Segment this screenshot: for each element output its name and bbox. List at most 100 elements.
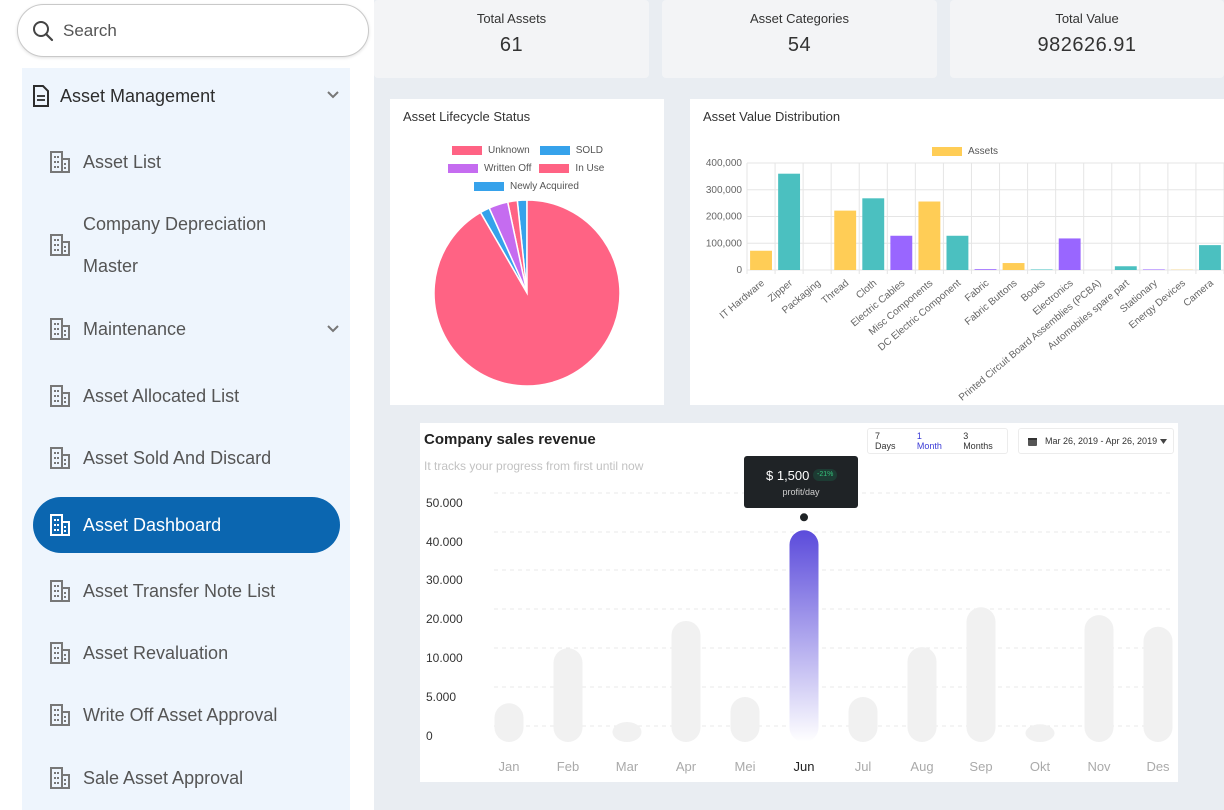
sidebar-item-write-off-asset-approval[interactable]: Write Off Asset Approval — [22, 694, 350, 736]
caret-down-icon — [1160, 438, 1167, 444]
sales-subtitle: It tracks your progress from first until… — [424, 459, 644, 473]
tooltip-price: $ 1,500 — [766, 468, 810, 483]
legend-swatch — [448, 164, 478, 173]
sidebar-item-asset-allocated-list[interactable]: Asset Allocated List — [22, 375, 350, 417]
bar[interactable] — [750, 250, 772, 270]
chevron-down-icon — [327, 325, 339, 333]
panel-company-sales-revenue: Company sales revenue It tracks your pro… — [420, 423, 1178, 782]
x-tick-label: Jan — [499, 759, 520, 774]
panel-asset-lifecycle-status: Asset Lifecycle Status Unknown SOLD Writ… — [390, 99, 664, 405]
legend-label-newly-acquired[interactable]: Newly Acquired — [510, 181, 579, 192]
pie-legend-row-3: Newly Acquired — [474, 181, 579, 192]
document-icon — [33, 85, 49, 107]
bar[interactable] — [946, 235, 969, 270]
date-range-text: Mar 26, 2019 - Apr 26, 2019 — [1045, 436, 1158, 446]
x-tick-label: Camera — [1182, 278, 1217, 310]
range-1-month[interactable]: 1 Month — [916, 431, 942, 451]
chart-tooltip: $ 1,500 -21% profit/day — [744, 456, 858, 508]
stat-card-total-value: Total Value 982626.91 — [950, 0, 1224, 78]
x-tick-label: Des — [1146, 759, 1170, 774]
bar[interactable] — [1143, 626, 1173, 742]
building-icon — [50, 580, 70, 602]
bar[interactable] — [1058, 238, 1081, 270]
search-icon — [33, 20, 54, 41]
marker-dot — [798, 511, 810, 524]
range-3-months[interactable]: 3 Months — [963, 431, 993, 451]
x-tick-label: Nov — [1087, 759, 1111, 774]
bar[interactable] — [966, 607, 996, 742]
x-tick-label: Apr — [676, 759, 697, 774]
sidebar-item-label: Write Off Asset Approval — [83, 705, 278, 725]
date-range-picker[interactable]: Mar 26, 2019 - Apr 26, 2019 — [1018, 428, 1174, 454]
bar[interactable] — [1025, 724, 1055, 742]
bar[interactable] — [553, 648, 583, 742]
building-icon — [50, 642, 70, 664]
bar[interactable] — [730, 697, 760, 742]
sidebar-item-maintenance[interactable]: Maintenance — [22, 308, 350, 350]
sidebar-item-label: Asset Dashboard — [83, 515, 222, 535]
stat-value: 54 — [787, 34, 812, 56]
sidebar-item-company-depreciation-master[interactable]: Company Depreciation Master — [22, 203, 350, 287]
y-tick-label: 0 — [736, 265, 742, 276]
sidebar-item-asset-dashboard[interactable]: Asset Dashboard — [33, 497, 340, 553]
x-tick-label: Sep — [969, 759, 992, 774]
bar[interactable] — [834, 210, 857, 270]
pie-slice[interactable] — [433, 199, 621, 387]
sidebar-item-asset-transfer-note-list[interactable]: Asset Transfer Note List — [22, 570, 350, 612]
legend-label-written-off[interactable]: Written Off — [484, 163, 532, 174]
stat-title: Total Assets — [476, 11, 547, 26]
panel-title: Asset Lifecycle Status — [403, 109, 531, 124]
sidebar-item-label-line2: Master — [83, 256, 139, 276]
sidebar-item-label: Company Depreciation — [83, 214, 267, 234]
sidebar-item-label: Asset Sold And Discard — [83, 448, 272, 468]
building-icon — [50, 514, 70, 536]
legend-label-assets[interactable]: Assets — [968, 146, 999, 157]
sidebar-item-asset-list[interactable]: Asset List — [22, 141, 350, 183]
calendar-icon — [1028, 437, 1037, 446]
stat-value: 61 — [499, 34, 524, 56]
pie-chart — [433, 199, 621, 387]
bar[interactable] — [612, 721, 642, 742]
building-icon — [50, 151, 70, 173]
bar[interactable] — [778, 173, 801, 270]
range-7-days[interactable]: 7 Days — [875, 431, 896, 451]
legend-swatch — [474, 182, 504, 191]
bar[interactable] — [1030, 269, 1053, 270]
bar[interactable] — [890, 235, 913, 270]
bar[interactable] — [494, 703, 524, 742]
sidebar-item-asset-revaluation[interactable]: Asset Revaluation — [22, 632, 350, 674]
bar[interactable] — [918, 201, 941, 270]
building-icon — [50, 318, 70, 340]
x-tick-label: Thread — [820, 278, 851, 307]
legend-label-sold[interactable]: SOLD — [575, 145, 603, 156]
bar[interactable] — [671, 620, 701, 742]
chevron-down-icon — [327, 91, 339, 99]
sidebar-item-sale-asset-approval[interactable]: Sale Asset Approval — [22, 757, 350, 799]
legend-label-unknown[interactable]: Unknown — [488, 145, 530, 156]
building-icon — [50, 704, 70, 726]
sidebar-item-label: Maintenance — [83, 319, 187, 339]
legend-label-in-use[interactable]: In Use — [575, 163, 605, 174]
bar[interactable] — [974, 269, 997, 270]
bar[interactable] — [1199, 245, 1221, 270]
legend-swatch — [539, 146, 570, 155]
sidebar-group-asset-management[interactable]: Asset Management — [22, 68, 350, 124]
bar-highlight[interactable] — [789, 530, 819, 742]
bar[interactable] — [862, 198, 885, 270]
y-tick-label: 40.000 — [426, 535, 463, 549]
bar[interactable] — [1002, 263, 1025, 270]
bar[interactable] — [848, 697, 878, 742]
y-tick-label: 200,000 — [706, 212, 743, 223]
bar[interactable] — [907, 647, 937, 742]
building-icon — [50, 234, 70, 256]
x-tick-label: Mei — [735, 759, 756, 774]
bar[interactable] — [1084, 615, 1114, 742]
sidebar-group-label: Asset Management — [60, 85, 216, 106]
search-input[interactable]: Search — [63, 20, 117, 40]
x-tick-label: Feb — [557, 759, 579, 774]
search-box[interactable]: Search — [17, 4, 369, 57]
bar[interactable] — [1142, 269, 1165, 270]
x-tick-label: Okt — [1030, 759, 1051, 774]
bar[interactable] — [1114, 266, 1137, 270]
sidebar-item-asset-sold-and-discard[interactable]: Asset Sold And Discard — [22, 437, 350, 479]
